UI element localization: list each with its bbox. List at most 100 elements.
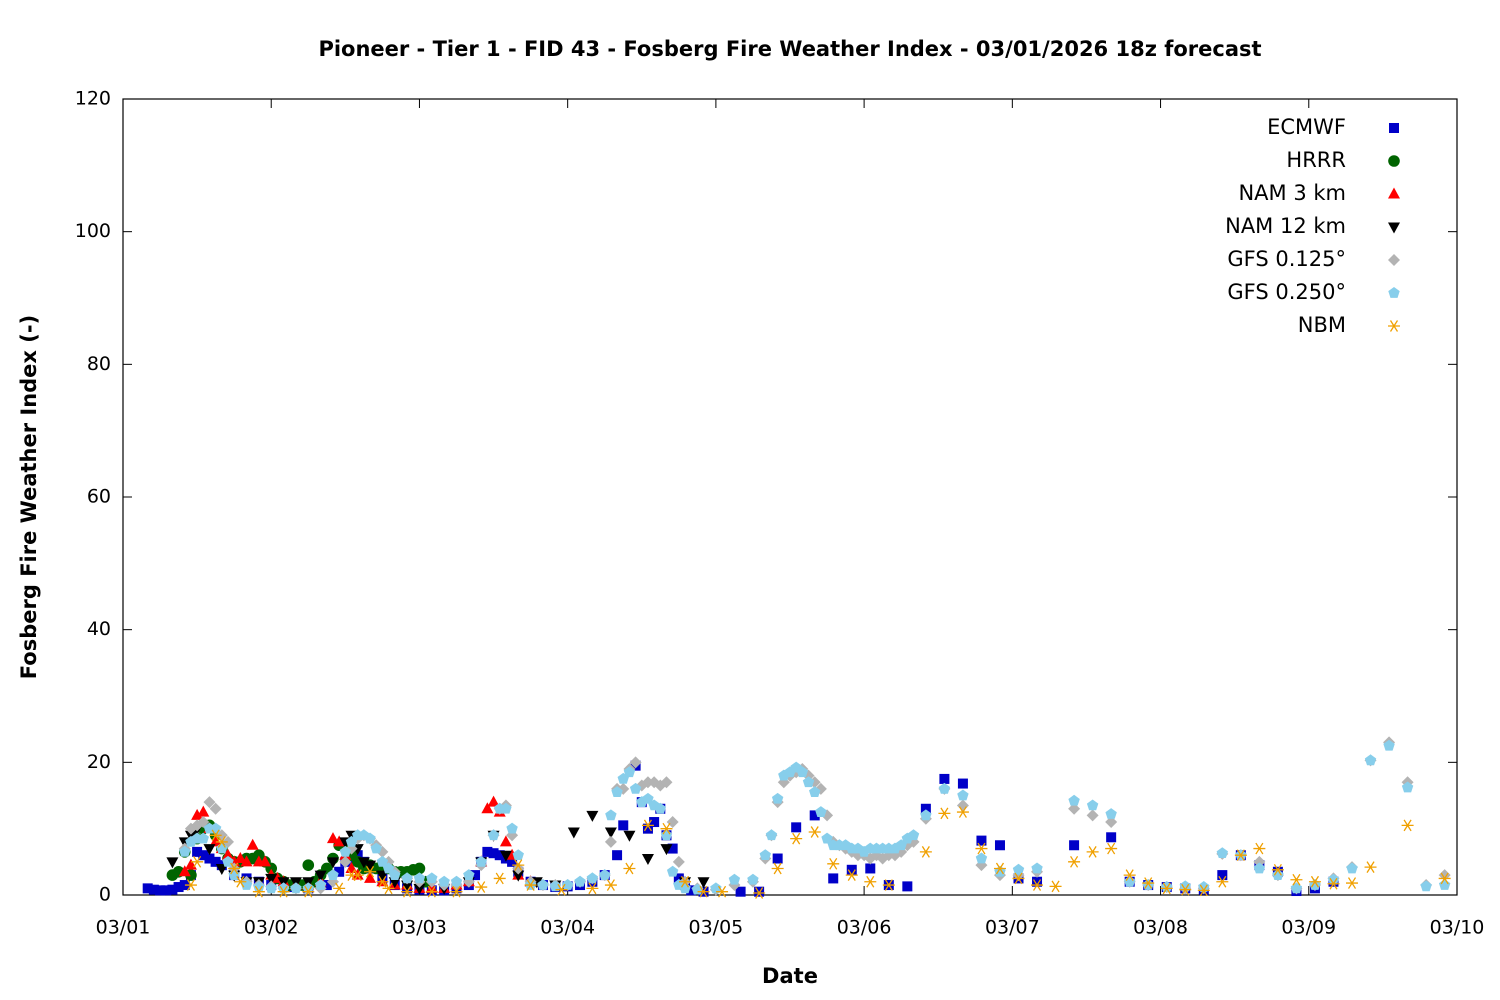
data-point	[333, 835, 346, 847]
data-point	[425, 885, 438, 898]
data-point	[413, 883, 426, 895]
data-point	[672, 855, 685, 868]
legend-label: NAM 12 km	[1225, 214, 1346, 238]
data-point	[321, 880, 332, 891]
x-tick-label: 03/06	[837, 917, 892, 939]
legend-marker	[1388, 222, 1400, 234]
data-point	[1346, 877, 1359, 889]
data-point	[524, 879, 537, 891]
data-point	[1438, 872, 1451, 885]
x-tick-label: 03/05	[689, 917, 744, 939]
data-point	[1216, 875, 1229, 888]
data-point	[265, 882, 277, 894]
data-point	[210, 856, 221, 867]
data-point	[728, 873, 741, 885]
data-point	[215, 863, 228, 875]
data-point	[605, 809, 617, 821]
y-axis-title: Fosberg Fire Weather Index (-)	[17, 315, 41, 679]
data-point	[976, 835, 987, 846]
data-point	[314, 879, 327, 890]
y-tick-label: 80	[87, 353, 111, 375]
data-point	[611, 786, 623, 798]
data-point	[191, 855, 204, 868]
data-point	[1253, 842, 1266, 855]
data-point	[364, 871, 377, 883]
data-point	[1327, 873, 1340, 885]
data-point	[939, 773, 950, 784]
data-point	[302, 859, 315, 871]
data-point	[618, 820, 629, 831]
data-point	[166, 857, 179, 869]
data-point	[555, 883, 568, 896]
data-point	[791, 822, 802, 833]
data-point	[1290, 873, 1303, 886]
data-point	[512, 870, 525, 882]
data-point	[1105, 842, 1118, 855]
data-point	[376, 855, 389, 867]
data-point	[796, 766, 809, 778]
data-point	[537, 879, 549, 890]
data-point	[192, 846, 203, 857]
data-point	[845, 869, 858, 881]
data-point	[641, 776, 654, 789]
data-point	[975, 852, 988, 864]
data-point	[993, 862, 1006, 875]
data-point	[252, 885, 265, 898]
data-point	[413, 872, 426, 884]
data-point	[574, 875, 586, 887]
data-point	[197, 805, 210, 817]
data-point	[697, 877, 710, 889]
data-point	[179, 845, 191, 857]
data-point	[1198, 881, 1210, 892]
data-point	[1160, 882, 1173, 895]
data-point	[938, 782, 951, 794]
x-tick-label: 03/03	[392, 917, 447, 939]
data-point	[370, 842, 382, 854]
data-point	[604, 879, 617, 891]
data-point	[209, 802, 222, 815]
data-point	[864, 875, 877, 888]
data-point	[771, 792, 784, 804]
data-point	[623, 766, 636, 778]
data-point	[228, 862, 241, 875]
legend-marker	[1389, 123, 1399, 133]
data-point	[753, 887, 766, 899]
data-point	[493, 872, 506, 885]
x-axis-title: Date	[762, 964, 818, 988]
data-point	[499, 850, 512, 862]
data-point	[1105, 808, 1117, 819]
data-point	[209, 829, 222, 842]
data-point	[686, 885, 697, 896]
y-tick-label: 0	[99, 884, 111, 906]
data-point	[506, 822, 518, 834]
data-point	[654, 802, 667, 814]
data-point	[666, 816, 679, 829]
data-point	[364, 860, 377, 872]
data-point	[1069, 840, 1080, 851]
data-point	[265, 873, 278, 885]
data-point	[1142, 877, 1155, 889]
data-point	[1253, 862, 1266, 874]
data-point	[1327, 877, 1340, 890]
y-tick-label: 100	[75, 220, 111, 242]
data-point	[710, 882, 722, 894]
data-point	[1068, 855, 1081, 868]
data-point	[376, 875, 389, 888]
data-point	[660, 776, 673, 789]
data-point	[1401, 819, 1414, 832]
x-tick-label: 03/10	[1430, 917, 1485, 939]
data-point	[240, 855, 253, 867]
data-point	[512, 849, 524, 861]
data-point	[234, 875, 247, 888]
data-point	[246, 838, 259, 850]
data-point	[759, 849, 771, 861]
data-point	[179, 880, 190, 891]
data-point	[735, 886, 746, 897]
data-point	[302, 885, 315, 898]
data-point	[865, 863, 876, 874]
data-point	[290, 882, 302, 894]
data-point	[827, 857, 840, 870]
legend-label: GFS 0.250°	[1227, 280, 1346, 304]
data-point	[679, 875, 692, 888]
data-point	[488, 848, 499, 859]
